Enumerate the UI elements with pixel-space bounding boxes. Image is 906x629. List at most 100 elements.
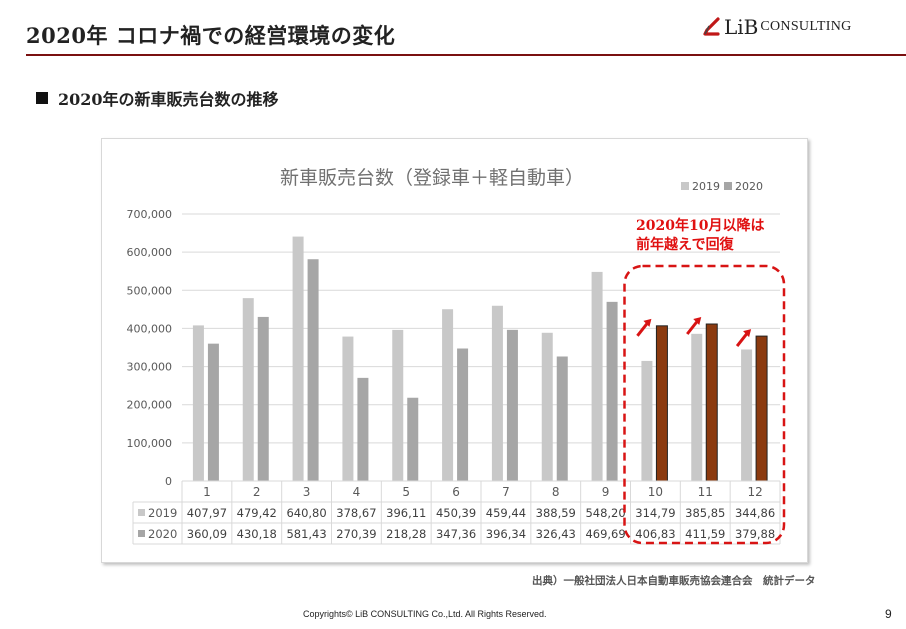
recovery-annotation: 2020年10月以降は 前年越えで回復	[636, 217, 764, 255]
table-cell-2020: 270,39	[336, 527, 376, 541]
bar-2020-3	[307, 259, 319, 481]
bar-2019-6	[442, 309, 454, 481]
table-cell-2019: 479,42	[237, 506, 277, 520]
increase-arrow-shaft-11	[686, 319, 700, 335]
title-divider	[26, 54, 906, 56]
table-cell-2020: 347,36	[436, 527, 476, 541]
chart-frame: 新車販売台数（登録車＋軽自動車） 2019 2020 0 100,000 200,000 3…	[101, 138, 808, 563]
y-tick-label: 100,000	[127, 437, 173, 450]
table-cell-2020: 379,88	[735, 527, 775, 541]
bar-2019-10	[641, 360, 653, 481]
legend-swatch-2019	[681, 182, 689, 190]
table-cell-2020: 430,18	[237, 527, 277, 541]
bar-2019-9	[591, 271, 603, 481]
square-bullet-icon	[36, 92, 48, 104]
sales-bar-chart: 新車販売台数（登録車＋軽自動車） 2019 2020 0 100,000 200,000 3…	[127, 167, 786, 545]
lib-logo-icon	[703, 17, 720, 36]
bar-2019-1	[192, 325, 204, 481]
bar-2020-8	[556, 356, 568, 481]
bar-2020-11	[705, 323, 718, 482]
x-tick-label: 7	[502, 485, 510, 499]
bar-2020-9	[606, 301, 618, 481]
table-cell-2019: 407,97	[187, 506, 227, 520]
x-tick-label: 11	[698, 485, 713, 499]
bar-2020-12	[755, 335, 768, 482]
y-tick-label: 400,000	[127, 322, 173, 335]
page-number: 9	[885, 607, 892, 621]
logo-mark-letter: L	[724, 15, 738, 39]
x-tick-label: 6	[452, 485, 460, 499]
table-cell-2020: 406,83	[635, 527, 675, 541]
table-legend-swatch-2020	[138, 530, 145, 537]
table-legend-swatch-2019	[138, 509, 145, 516]
y-tick-label: 600,000	[127, 246, 173, 259]
highlight-dashed-box	[623, 264, 786, 545]
table-row-label: 2020	[148, 527, 177, 541]
y-tick-label: 300,000	[127, 361, 173, 374]
bar-2020-10	[655, 325, 668, 482]
table-cell-2019: 388,59	[536, 506, 576, 520]
legend-label-2020: 2020	[735, 180, 763, 193]
y-tick-label: 0	[165, 475, 172, 488]
x-tick-label: 5	[402, 485, 410, 499]
increase-arrow-shaft-10	[636, 320, 650, 337]
annotation-line-2: 前年越えで回復	[636, 237, 734, 253]
bar-2019-12	[741, 349, 753, 481]
bar-2019-8	[541, 332, 553, 481]
table-cell-2019: 459,44	[486, 506, 526, 520]
x-tick-label: 12	[747, 485, 762, 499]
x-tick-label: 4	[353, 485, 361, 499]
bar-2020-6	[457, 348, 469, 481]
table-cell-2019: 314,79	[635, 506, 675, 520]
bar-2019-2	[242, 298, 254, 481]
x-tick-label: 10	[648, 485, 663, 499]
logo-text: LiB	[724, 15, 758, 39]
table-cell-2019: 450,39	[436, 506, 476, 520]
table-row-label: 2019	[148, 506, 177, 520]
bar-2020-7	[506, 329, 518, 481]
x-tick-label: 3	[303, 485, 311, 499]
company-logo: LiB CONSULTING	[700, 15, 852, 39]
increase-arrow-head-11	[693, 317, 702, 326]
table-cell-2020: 326,43	[536, 527, 576, 541]
copyright-text: Copyrights© LiB CONSULTING Co.,Ltd. All …	[303, 609, 547, 619]
table-cell-2020: 218,28	[386, 527, 426, 541]
x-tick-label: 8	[552, 485, 560, 499]
section-heading-text: 2020年の新車販売台数の推移	[58, 90, 279, 109]
bar-2020-4	[357, 377, 369, 481]
table-cell-2020: 360,09	[187, 527, 227, 541]
chart-title: 新車販売台数（登録車＋軽自動車）	[280, 167, 584, 189]
annotation-line-1: 2020年10月以降は	[636, 218, 765, 234]
legend-label-2019: 2019	[692, 180, 720, 193]
bar-2019-4	[342, 336, 354, 481]
bar-2020-5	[407, 397, 419, 481]
bar-2019-3	[292, 236, 304, 481]
source-note: 出典）一般社団法人日本自動車販売協会連合会 統計データ	[532, 575, 816, 587]
y-tick-label: 200,000	[127, 399, 173, 412]
table-cell-2019: 396,11	[386, 506, 426, 520]
y-tick-label: 500,000	[127, 284, 173, 297]
logo-suffix: CONSULTING	[760, 19, 852, 34]
table-cell-2019: 378,67	[336, 506, 376, 520]
bar-2019-5	[392, 329, 404, 481]
x-tick-label: 2	[253, 485, 261, 499]
table-cell-2020: 469,69	[585, 527, 625, 541]
increase-arrow-head-10	[643, 318, 652, 327]
increase-arrow-head-12	[743, 329, 752, 338]
section-heading: 2020年の新車販売台数の推移	[36, 86, 279, 110]
bar-2019-11	[691, 333, 703, 481]
increase-arrow-shaft-12	[735, 331, 750, 348]
slide-title: 2020年 コロナ禍での経営環境の変化	[26, 23, 396, 48]
bar-2019-7	[491, 305, 503, 481]
x-tick-label: 9	[602, 485, 610, 499]
bar-2020-2	[257, 316, 269, 481]
table-cell-2020: 411,59	[685, 527, 725, 541]
logo-name: iB	[737, 15, 759, 39]
table-cell-2019: 385,85	[685, 506, 725, 520]
x-tick-label: 1	[203, 485, 211, 499]
table-cell-2020: 581,43	[286, 527, 326, 541]
bar-2020-1	[207, 343, 219, 481]
table-cell-2020: 396,34	[486, 527, 526, 541]
y-tick-label: 700,000	[127, 208, 173, 221]
legend-swatch-2020	[724, 182, 732, 190]
